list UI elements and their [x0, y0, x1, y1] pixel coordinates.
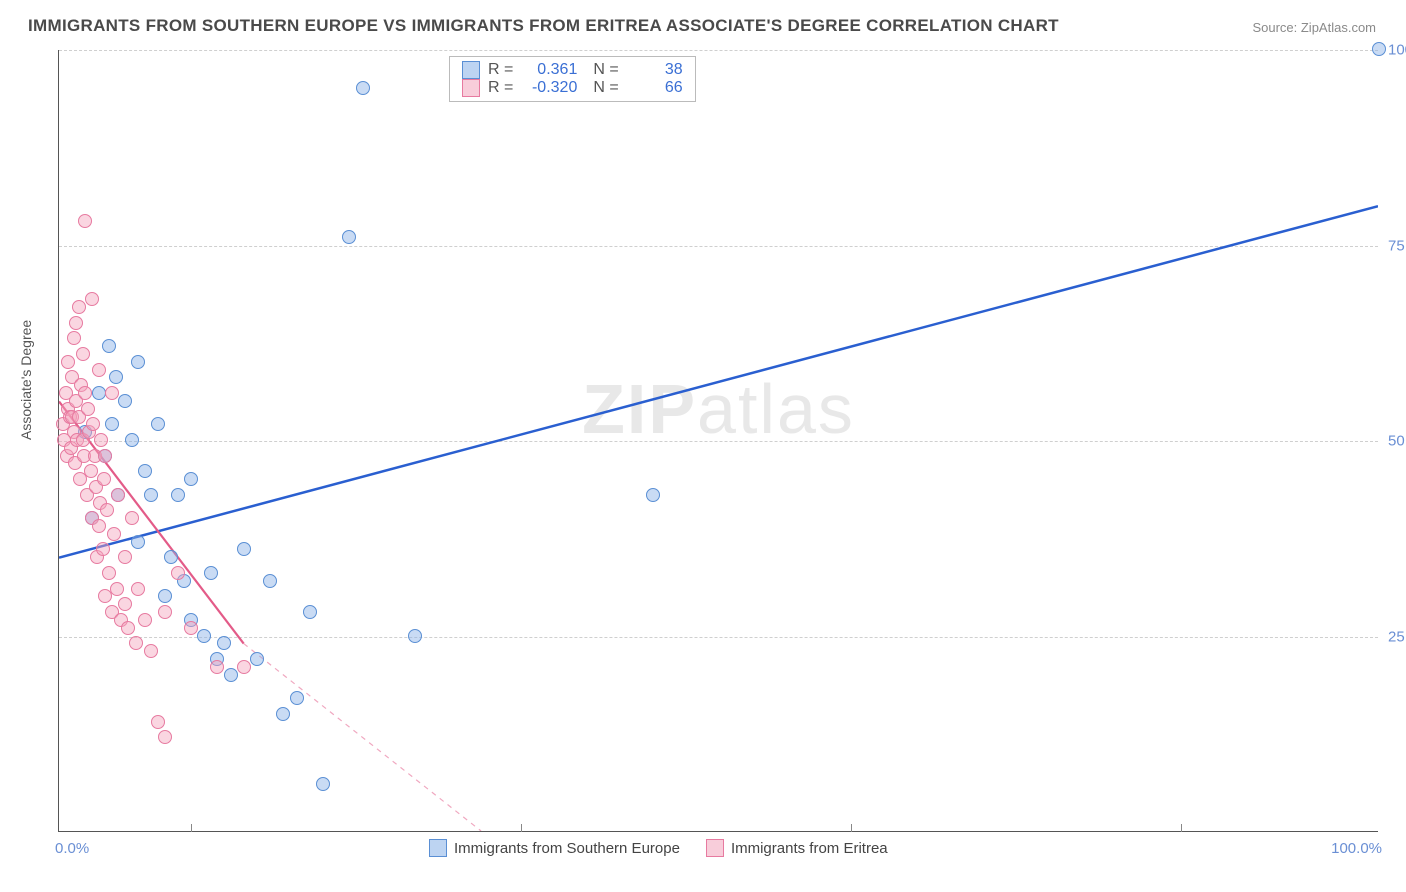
data-point	[125, 511, 139, 525]
data-point	[184, 472, 198, 486]
data-point	[98, 449, 112, 463]
data-point	[237, 542, 251, 556]
data-point	[125, 433, 139, 447]
legend-correlation: R = 0.361 N = 38 R = -0.320 N = 66	[449, 56, 696, 102]
data-point	[111, 488, 125, 502]
x-tick-mark	[521, 824, 522, 832]
data-point	[138, 464, 152, 478]
data-point	[107, 527, 121, 541]
data-point	[121, 621, 135, 635]
data-point	[217, 636, 231, 650]
legend-item-2: Immigrants from Eritrea	[706, 839, 888, 857]
legend-row-series-2: R = -0.320 N = 66	[462, 79, 683, 97]
data-point	[67, 331, 81, 345]
x-tick-mark	[191, 824, 192, 832]
swatch-blue	[462, 61, 480, 79]
hgrid-line	[59, 50, 1378, 51]
data-point	[118, 550, 132, 564]
watermark: ZIPatlas	[582, 369, 855, 449]
data-point	[92, 519, 106, 533]
data-point	[138, 613, 152, 627]
data-point	[81, 402, 95, 416]
hgrid-line	[59, 637, 1378, 638]
data-point	[118, 597, 132, 611]
data-point	[92, 386, 106, 400]
data-point	[85, 292, 99, 306]
data-point	[84, 464, 98, 478]
data-point	[105, 386, 119, 400]
data-point	[131, 355, 145, 369]
data-point	[164, 550, 178, 564]
y-tick-label: 75.0%	[1388, 237, 1406, 254]
data-point	[61, 355, 75, 369]
data-point	[92, 363, 106, 377]
data-point	[224, 668, 238, 682]
data-point	[102, 339, 116, 353]
data-point	[131, 535, 145, 549]
data-point	[303, 605, 317, 619]
data-point	[118, 394, 132, 408]
x-axis-max: 100.0%	[1331, 840, 1382, 857]
y-axis-label: Associate's Degree	[18, 320, 34, 440]
data-point	[144, 488, 158, 502]
data-point	[69, 316, 83, 330]
data-point	[210, 660, 224, 674]
hgrid-line	[59, 441, 1378, 442]
data-point	[204, 566, 218, 580]
legend-item-1: Immigrants from Southern Europe	[429, 839, 680, 857]
data-point	[1372, 42, 1386, 56]
data-point	[237, 660, 251, 674]
data-point	[100, 503, 114, 517]
data-point	[171, 566, 185, 580]
hgrid-line	[59, 246, 1378, 247]
plot-area: ZIPatlas 25.0%50.0%75.0%100.0% R = 0.361…	[58, 50, 1378, 832]
data-point	[110, 582, 124, 596]
data-point	[250, 652, 264, 666]
data-point	[151, 715, 165, 729]
data-point	[316, 777, 330, 791]
data-point	[356, 81, 370, 95]
data-point	[97, 472, 111, 486]
data-point	[197, 629, 211, 643]
y-tick-label: 50.0%	[1388, 433, 1406, 450]
swatch-pink	[462, 79, 480, 97]
data-point	[78, 386, 92, 400]
data-point	[109, 370, 123, 384]
swatch-blue	[429, 839, 447, 857]
data-point	[96, 542, 110, 556]
legend-series: Immigrants from Southern Europe Immigran…	[429, 839, 888, 857]
swatch-pink	[706, 839, 724, 857]
data-point	[105, 417, 119, 431]
data-point	[158, 589, 172, 603]
data-point	[158, 605, 172, 619]
legend-row-series-1: R = 0.361 N = 38	[462, 61, 683, 79]
data-point	[78, 214, 92, 228]
data-point	[144, 644, 158, 658]
data-point	[171, 488, 185, 502]
data-point	[184, 621, 198, 635]
data-point	[86, 417, 100, 431]
x-tick-mark	[1181, 824, 1182, 832]
data-point	[129, 636, 143, 650]
data-point	[263, 574, 277, 588]
data-point	[290, 691, 304, 705]
data-point	[76, 347, 90, 361]
data-point	[94, 433, 108, 447]
data-point	[131, 582, 145, 596]
data-point	[276, 707, 290, 721]
data-point	[646, 488, 660, 502]
y-tick-label: 100.0%	[1388, 42, 1406, 59]
data-point	[151, 417, 165, 431]
data-point	[408, 629, 422, 643]
source-credit: Source: ZipAtlas.com	[1252, 20, 1376, 35]
data-point	[158, 730, 172, 744]
x-tick-mark	[851, 824, 852, 832]
y-tick-label: 25.0%	[1388, 628, 1406, 645]
data-point	[342, 230, 356, 244]
chart-title: IMMIGRANTS FROM SOUTHERN EUROPE VS IMMIG…	[28, 16, 1059, 36]
x-axis-min: 0.0%	[55, 840, 89, 857]
data-point	[102, 566, 116, 580]
data-point	[72, 300, 86, 314]
